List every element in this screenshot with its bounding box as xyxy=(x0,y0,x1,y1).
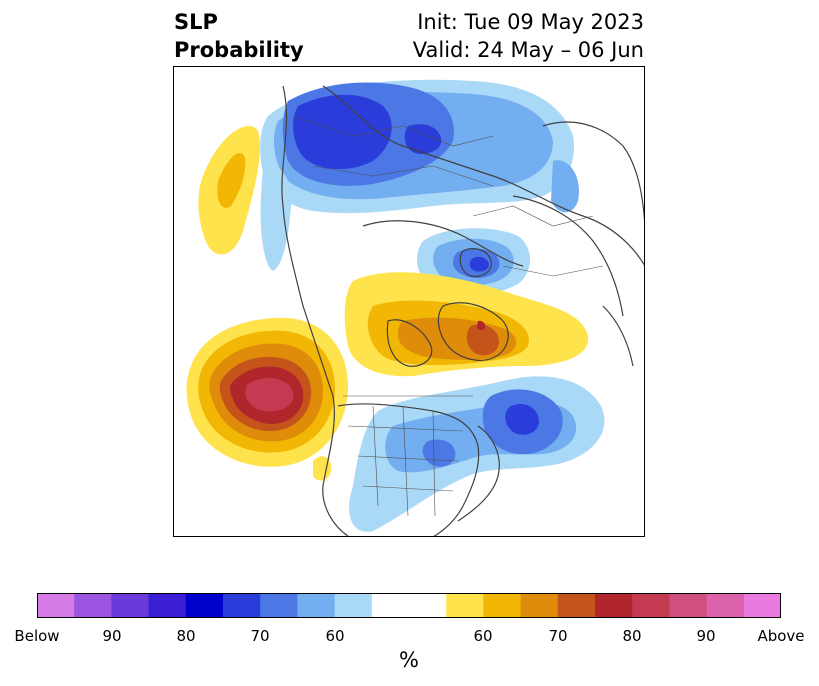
map-title-right: Init: Tue 09 May 2023 Valid: 24 May – 06… xyxy=(413,8,644,64)
colorbar-tick-label: Above xyxy=(757,627,805,645)
colorbar-cell xyxy=(743,593,781,618)
colorbar-tick-label: 90 xyxy=(696,627,716,645)
colorbar-tick-label: 80 xyxy=(176,627,196,645)
colorbar-cell xyxy=(483,593,522,618)
map-border xyxy=(173,66,645,537)
colorbar-cell xyxy=(260,593,298,618)
colorbar-tick-label: 90 xyxy=(102,627,122,645)
colorbar-cell xyxy=(409,593,447,618)
colorbar-cell xyxy=(111,593,150,618)
above-region-west-coast xyxy=(313,456,332,481)
colorbar-label: % xyxy=(399,648,419,672)
colorbar-tick-label: 70 xyxy=(548,627,568,645)
political-borders xyxy=(292,115,604,517)
colorbar-tick-label: Below xyxy=(14,627,60,645)
above-region-ne-pacific xyxy=(186,317,348,467)
colorbar-cell xyxy=(595,593,633,618)
colorbar-cell xyxy=(334,593,373,618)
colorbar-cell xyxy=(148,593,187,618)
colorbar-cell xyxy=(669,593,708,618)
colorbar-cell xyxy=(185,593,224,618)
map-title-left: SLP Probability xyxy=(174,8,304,64)
colorbar-cell xyxy=(520,593,559,618)
colorbar xyxy=(37,593,781,618)
colorbar-cell xyxy=(446,593,484,618)
colorbar-border xyxy=(37,593,781,618)
colorbar-cell xyxy=(297,593,336,618)
title-type: Probability xyxy=(174,38,304,62)
coastlines xyxy=(281,85,645,537)
init-date: Init: Tue 09 May 2023 xyxy=(417,10,644,34)
colorbar-cell xyxy=(223,593,261,618)
colorbar-tick-label: 70 xyxy=(250,627,270,645)
colorbar-cell xyxy=(74,593,112,618)
above-region-greenland xyxy=(344,272,589,377)
colorbar-tick-label: 60 xyxy=(473,627,493,645)
title-variable: SLP xyxy=(174,10,218,34)
colorbar-cells xyxy=(37,593,781,618)
probability-map xyxy=(173,66,645,537)
colorbar-cell xyxy=(632,593,670,618)
colorbar-cell xyxy=(557,593,596,618)
colorbar-tick-label: 60 xyxy=(325,627,345,645)
colorbar-cell xyxy=(37,593,75,618)
above-region-pacific-north xyxy=(198,126,261,255)
colorbar-cell xyxy=(706,593,745,618)
colorbar-cell xyxy=(371,593,410,618)
colorbar-tick-label: 80 xyxy=(622,627,642,645)
valid-range: Valid: 24 May – 06 Jun xyxy=(412,38,644,62)
